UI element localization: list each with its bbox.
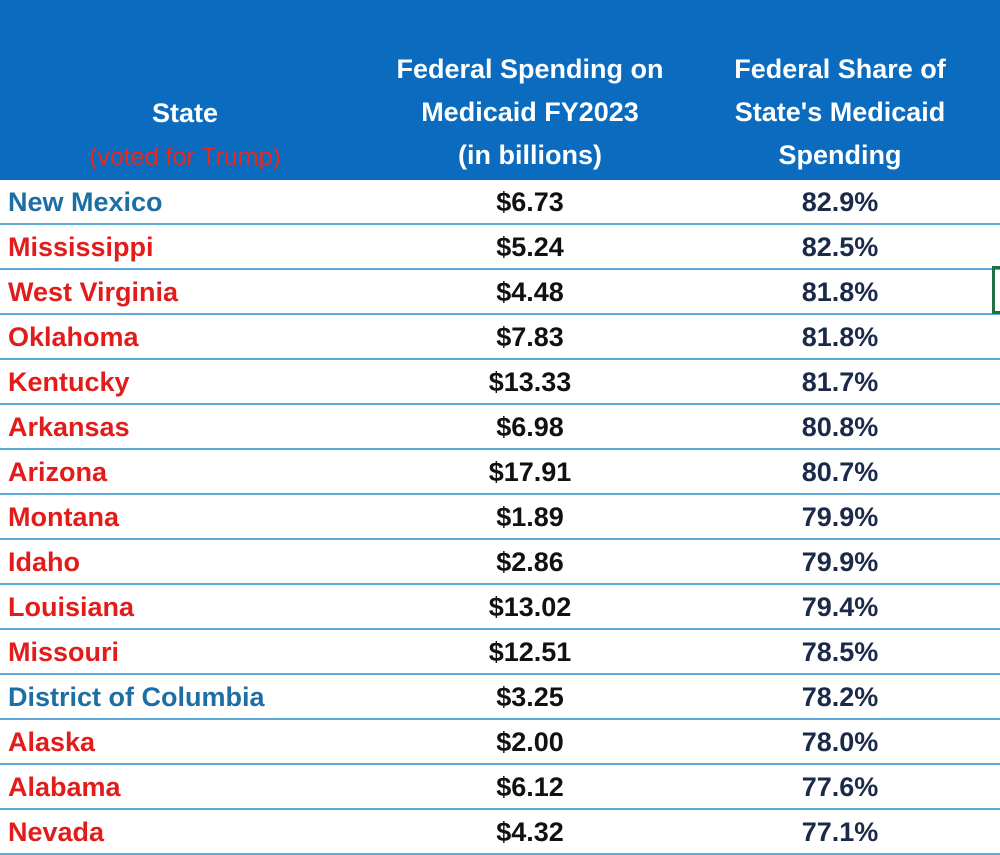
share-value-cell[interactable]: 78.0% — [801, 727, 879, 757]
spending-value-cell[interactable]: $4.48 — [496, 277, 564, 307]
state-name-cell[interactable]: Kentucky — [8, 367, 130, 397]
state-name-cell[interactable]: Alaska — [8, 727, 96, 757]
spending-value-cell[interactable]: $3.25 — [496, 682, 564, 712]
state-name-cell[interactable]: Mississippi — [8, 232, 154, 262]
state-name-cell[interactable]: Oklahoma — [8, 322, 139, 352]
share-value-cell[interactable]: 82.5% — [801, 232, 879, 262]
state-name-cell[interactable]: Alabama — [8, 772, 121, 802]
share-value-cell[interactable]: 79.9% — [801, 502, 879, 532]
state-column-header[interactable]: State (voted for Trump) — [0, 92, 370, 179]
table-row[interactable]: Missouri $12.51 78.5% — [0, 630, 1000, 675]
spending-value-cell[interactable]: $5.24 — [496, 232, 564, 262]
spending-header-line-1: Federal Spending on — [396, 54, 664, 84]
share-value-cell[interactable]: 82.9% — [801, 187, 879, 217]
share-header-line-2: State's Medicaid — [734, 97, 946, 127]
share-value-cell[interactable]: 77.6% — [801, 772, 879, 802]
share-value-cell[interactable]: 79.4% — [801, 592, 879, 622]
table-row[interactable]: Nevada $4.32 77.1% — [0, 810, 1000, 855]
spending-value-cell[interactable]: $6.12 — [496, 772, 564, 802]
table-row[interactable]: Montana $1.89 79.9% — [0, 495, 1000, 540]
share-value-cell[interactable]: 78.5% — [801, 637, 879, 667]
table-row[interactable]: New Mexico $6.73 82.9% — [0, 180, 1000, 225]
state-header-subtitle: (voted for Trump) — [89, 143, 281, 171]
table-row[interactable]: Alabama $6.12 77.6% — [0, 765, 1000, 810]
state-name-cell[interactable]: Missouri — [8, 637, 120, 667]
share-value-cell[interactable]: 79.9% — [801, 547, 879, 577]
spending-value-cell[interactable]: $6.98 — [496, 412, 564, 442]
spending-value-cell[interactable]: $17.91 — [488, 457, 572, 487]
state-header-title: State — [151, 98, 219, 128]
spending-value-cell[interactable]: $4.32 — [496, 817, 564, 847]
state-name-cell[interactable]: New Mexico — [8, 187, 163, 217]
spending-value-cell[interactable]: $12.51 — [488, 637, 572, 667]
spending-value-cell[interactable]: $2.86 — [496, 547, 564, 577]
table-row[interactable]: Louisiana $13.02 79.4% — [0, 585, 1000, 630]
table-row[interactable]: Kentucky $13.33 81.7% — [0, 360, 1000, 405]
share-value-cell[interactable]: 77.1% — [801, 817, 879, 847]
share-header-line-1: Federal Share of — [734, 54, 946, 84]
share-value-cell[interactable]: 80.7% — [801, 457, 879, 487]
share-value-cell[interactable]: 81.8% — [801, 322, 879, 352]
state-name-cell[interactable]: West Virginia — [8, 277, 179, 307]
spending-value-cell[interactable]: $7.83 — [496, 322, 564, 352]
spending-header-line-3: (in billions) — [458, 140, 602, 170]
table-header: State (voted for Trump) Federal Spending… — [0, 0, 1000, 180]
table-row[interactable]: Idaho $2.86 79.9% — [0, 540, 1000, 585]
table-row[interactable]: Alaska $2.00 78.0% — [0, 720, 1000, 765]
spending-value-cell[interactable]: $2.00 — [496, 727, 564, 757]
share-value-cell[interactable]: 81.7% — [801, 367, 879, 397]
spending-value-cell[interactable]: $13.02 — [488, 592, 572, 622]
state-name-cell[interactable]: Arkansas — [8, 412, 130, 442]
state-name-cell[interactable]: District of Columbia — [8, 682, 265, 712]
state-name-cell[interactable]: Louisiana — [8, 592, 135, 622]
selected-cell-marker — [992, 266, 1000, 314]
spending-header-line-2: Medicaid FY2023 — [421, 97, 639, 127]
table-row[interactable]: Mississippi $5.24 82.5% — [0, 225, 1000, 270]
table-row[interactable]: District of Columbia $3.25 78.2% — [0, 675, 1000, 720]
share-value-cell[interactable]: 78.2% — [801, 682, 879, 712]
table-row[interactable]: Oklahoma $7.83 81.8% — [0, 315, 1000, 360]
share-value-cell[interactable]: 81.8% — [801, 277, 879, 307]
share-header-line-3: Spending — [778, 140, 902, 170]
share-column-header[interactable]: Federal Share of State's Medicaid Spendi… — [690, 48, 990, 177]
share-value-cell[interactable]: 80.8% — [801, 412, 879, 442]
spending-value-cell[interactable]: $13.33 — [488, 367, 572, 397]
table-row[interactable]: Arkansas $6.98 80.8% — [0, 405, 1000, 450]
table-row[interactable]: Arizona $17.91 80.7% — [0, 450, 1000, 495]
state-name-cell[interactable]: Montana — [8, 502, 119, 532]
state-name-cell[interactable]: Nevada — [8, 817, 105, 847]
state-name-cell[interactable]: Arizona — [8, 457, 108, 487]
state-name-cell[interactable]: Idaho — [8, 547, 80, 577]
spending-value-cell[interactable]: $6.73 — [496, 187, 564, 217]
spending-value-cell[interactable]: $1.89 — [496, 502, 564, 532]
spending-column-header[interactable]: Federal Spending on Medicaid FY2023 (in … — [370, 48, 690, 177]
table-row[interactable]: West Virginia $4.48 81.8% — [0, 270, 1000, 315]
